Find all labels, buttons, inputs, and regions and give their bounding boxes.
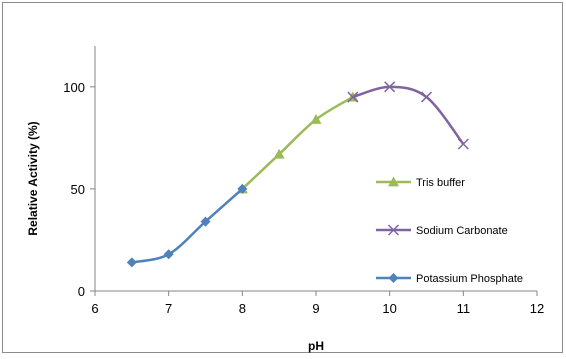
legend-entry: Potassium Phosphate: [376, 273, 523, 285]
axis-ticks: 6 7 8 9 10 11 12 0 50 100: [63, 80, 544, 316]
y-tick-label: 0: [78, 284, 85, 299]
x-tick-label: 10: [382, 301, 396, 316]
data-point: [163, 249, 174, 260]
legend-label: Sodium Carbonate: [416, 225, 508, 237]
data-point: [347, 91, 359, 103]
data-point: [457, 138, 469, 150]
data-point: [384, 81, 396, 93]
series-line: [131, 187, 244, 264]
data-point: [420, 91, 433, 103]
data-point: [126, 257, 137, 268]
x-tick-label: 7: [165, 301, 172, 316]
series-potassium-phosphate: [126, 183, 248, 268]
x-tick-label: 12: [530, 301, 544, 316]
legend-marker: [388, 273, 399, 283]
x-tick-label: 9: [312, 301, 319, 316]
x-axis-title: pH: [308, 339, 324, 353]
x-tick-label: 6: [91, 301, 98, 316]
axes: [94, 46, 537, 292]
legend-label: Potassium Phosphate: [416, 273, 523, 285]
chart-frame: 6 7 8 9 10 11 12 0 50 100 Tris buffer Sodium Carbo…: [2, 2, 563, 353]
legend: Tris buffer Sodium Carbonate Potassium Pho…: [376, 176, 523, 285]
series-line: [241, 95, 354, 190]
data-point: [310, 114, 322, 124]
y-axis-title: Relative Activity (%): [26, 121, 40, 235]
line-chart: 6 7 8 9 10 11 12 0 50 100 Tris buffer Sodium Carbo…: [26, 46, 544, 353]
series-line: [352, 85, 465, 145]
data-point: [273, 148, 285, 159]
data-point: [200, 216, 211, 227]
series-lines: [126, 81, 469, 268]
legend-marker: [388, 176, 399, 187]
series-sodium-carbonate: [347, 81, 469, 150]
y-tick-label: 50: [71, 182, 85, 197]
x-tick-label: 11: [457, 301, 471, 316]
legend-entry: Sodium Carbonate: [376, 224, 508, 237]
legend-marker: [387, 224, 400, 236]
data-point: [237, 183, 248, 194]
legend-label: Tris buffer: [416, 177, 465, 189]
y-tick-label: 100: [63, 80, 85, 95]
series-tris-buffer: [236, 91, 359, 194]
legend-entry: Tris buffer: [376, 176, 465, 189]
x-tick-label: 8: [239, 301, 246, 316]
